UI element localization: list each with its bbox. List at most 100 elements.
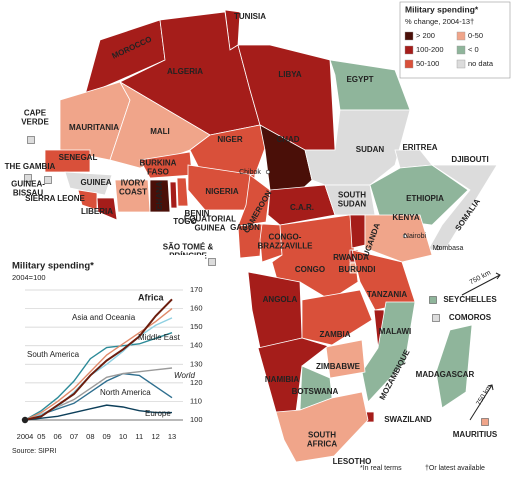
x-tick-label: 11	[135, 432, 143, 441]
x-tick-label: 12	[151, 432, 159, 441]
country-label: THE GAMBIA	[5, 162, 56, 171]
country	[361, 301, 416, 403]
country-label: LESOTHO	[333, 457, 372, 466]
country-label: EGYPT	[346, 75, 373, 84]
country	[237, 174, 271, 227]
country	[96, 197, 118, 221]
country-label: ETHIOPIA	[406, 194, 444, 203]
country-label: TUNISIA	[234, 12, 266, 21]
country-label: SENEGAL	[59, 153, 98, 162]
x-tick-label: 13	[168, 432, 176, 441]
country	[187, 164, 256, 211]
legend-label: 50-100	[416, 59, 439, 68]
country-label: COMOROS	[449, 313, 492, 322]
country-label: ALGERIA	[167, 67, 203, 76]
country-label: BENIN	[185, 209, 210, 218]
y-tick-label: 120	[190, 378, 203, 387]
country-label: TOGO	[173, 217, 196, 226]
country-label: MALAWI	[379, 327, 411, 336]
x-tick-label: 2004	[17, 432, 34, 441]
y-tick-label: 170	[190, 285, 203, 294]
country-marker	[24, 174, 32, 182]
country	[237, 223, 263, 259]
scale-arrows	[461, 272, 501, 421]
y-tick-label: 160	[190, 304, 203, 313]
scale-label: 750 km	[469, 269, 493, 286]
country-label: GUINEA	[80, 178, 111, 187]
city-label: Nairobi	[404, 233, 427, 240]
country-label: MAURITANIA	[69, 123, 119, 132]
country-label: FASO	[147, 168, 169, 177]
x-tick-label: 05	[37, 432, 45, 441]
country	[329, 59, 411, 111]
legend-subtitle: % change, 2004-13†	[405, 17, 474, 26]
origin-dot	[21, 416, 29, 424]
city-label: Mombasa	[433, 245, 464, 252]
country-label: SEYCHELLES	[443, 295, 497, 304]
country-label: NIGER	[217, 135, 243, 144]
country-label: CHAD	[276, 135, 299, 144]
country-marker	[44, 176, 52, 184]
country-label: NAMIBIA	[265, 375, 299, 384]
country-marker	[432, 314, 440, 322]
country-label: ANGOLA	[263, 295, 298, 304]
legend-swatch	[456, 45, 466, 55]
series-label: Africa	[138, 292, 165, 302]
country	[325, 339, 366, 379]
country	[267, 184, 336, 226]
country-label: SIERRA LEONE	[25, 194, 85, 203]
country-marker	[429, 296, 437, 304]
city-dot	[402, 233, 408, 239]
country	[275, 391, 369, 463]
y-tick-label: 150	[190, 322, 203, 331]
x-tick-label: 08	[86, 432, 94, 441]
country-label: GHANA	[155, 181, 164, 211]
x-tick-label: 09	[102, 432, 110, 441]
country-label: SOUTH	[308, 431, 336, 440]
legend-label: no data	[468, 59, 494, 68]
series-label: World	[174, 371, 195, 380]
country	[364, 214, 433, 263]
country-label: MALI	[150, 127, 170, 136]
legend-label: 0-50	[468, 31, 483, 40]
series-label: North America	[100, 388, 151, 397]
chart-title: Military spending*	[12, 261, 94, 272]
country-label: NIGERIA	[205, 187, 239, 196]
city-label: Chibok	[239, 169, 261, 176]
legend-swatch	[404, 31, 414, 41]
country-label: CONGO	[295, 265, 325, 274]
country	[44, 149, 91, 173]
country	[64, 171, 113, 196]
legend-swatch	[456, 31, 466, 41]
country-label: BRAZZAVILLE	[258, 242, 314, 251]
country-label: GUINEA-	[11, 180, 45, 189]
country-label: LIBYA	[278, 70, 301, 79]
legend-swatch	[456, 59, 466, 69]
country-label: BISSAU	[13, 189, 43, 198]
country-label: CAPE	[24, 109, 47, 118]
city-dot	[435, 245, 441, 251]
y-tick-label: 140	[190, 341, 203, 350]
country-label: AFRICA	[307, 440, 337, 449]
country	[176, 177, 189, 207]
country-label: RWANDA	[333, 253, 369, 262]
country-label: DJIBOUTI	[451, 155, 488, 164]
country-label: MAURITIUS	[453, 430, 498, 439]
inset-chart: Military spending*2004=100 100 110 120 130 14…	[0, 255, 205, 460]
scale-label: 750 km	[475, 384, 493, 407]
legend-box	[399, 1, 511, 79]
country-label: GUINEA	[194, 224, 225, 233]
country-label: C.A.R.	[290, 203, 314, 212]
country	[259, 223, 283, 263]
series-label: South America	[27, 350, 80, 359]
country-label: VERDE	[21, 118, 49, 127]
country-label: SUDAN	[356, 145, 385, 154]
legend-label: > 200	[416, 31, 435, 40]
country-label: ERITREA	[402, 143, 437, 152]
country	[247, 271, 303, 349]
country-label: SÃO TOMÉ &	[163, 243, 214, 252]
country-marker	[481, 418, 489, 426]
country-marker	[208, 258, 216, 266]
country-label: BOTSWANA	[292, 387, 339, 396]
y-tick-label: 130	[190, 359, 203, 368]
